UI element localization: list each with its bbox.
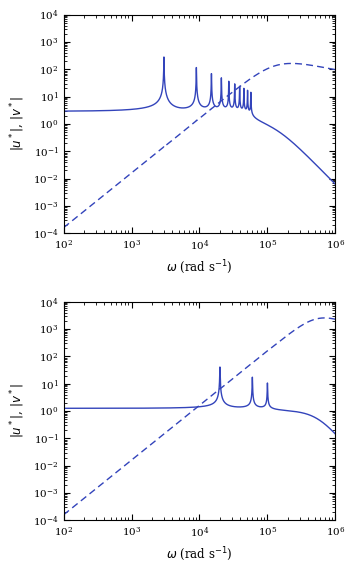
Y-axis label: $|u^*|$, $|v^*|$: $|u^*|$, $|v^*|$	[9, 384, 28, 438]
X-axis label: $\omega$ (rad s$^{-1}$): $\omega$ (rad s$^{-1}$)	[166, 259, 233, 276]
Y-axis label: $|u^*|$, $|v^*|$: $|u^*|$, $|v^*|$	[9, 97, 28, 152]
X-axis label: $\omega$ (rad s$^{-1}$): $\omega$ (rad s$^{-1}$)	[166, 546, 233, 563]
